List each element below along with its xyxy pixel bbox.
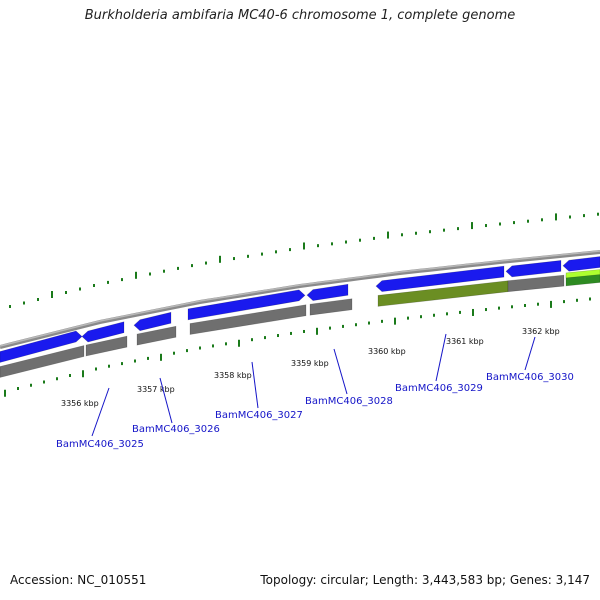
gene-label: BamMC406_3027 [215,410,303,421]
kbp-label: 3358 kbp [214,371,252,380]
gene-arrow-blue [81,321,125,343]
gene-arrow-blue [375,265,505,292]
gene-label-leader [251,361,259,409]
gene-arrow-blue [306,283,349,301]
gene-bar [309,298,353,316]
gene-bar [189,304,307,335]
gene-label: BamMC406_3026 [132,424,220,435]
outer-tick-track [9,212,599,308]
kbp-label: 3357 kbp [137,385,175,394]
gene-bar-highlight [565,269,600,279]
kbp-label: 3360 kbp [368,347,406,356]
gene-bar [0,345,85,378]
gene-labels: BamMC406_3025BamMC406_3026BamMC406_3027B… [56,333,574,450]
gene-label: BamMC406_3028 [305,396,393,407]
gene-arrow-blue [505,260,562,278]
backbone-track [0,250,600,349]
kbp-scale-labels: 3356 kbp 3357 kbp 3358 kbp 3359 kbp 3360 kbp… [61,327,560,408]
gene-bar [85,335,128,357]
map-title: Burkholderia ambifaria MC40-6 chromosome… [84,8,516,23]
gene-bar [136,325,177,346]
kbp-label: 3362 kbp [522,327,560,336]
gene-arrow-blue [562,256,600,272]
gene-arrow-blue [133,311,172,332]
gene-track [0,256,600,378]
gene-bar [507,274,565,293]
gene-label-leader [524,336,536,371]
gene-label-leader [435,333,447,382]
gene-label-leader [91,387,110,437]
kbp-label: 3359 kbp [291,359,329,368]
gene-label: BamMC406_3030 [486,372,574,383]
gene-label-leader [333,348,348,395]
gene-label-leader [159,377,173,424]
backbone-highlight [0,250,600,347]
kbp-label: 3361 kbp [446,337,484,346]
gene-label: BamMC406_3029 [395,383,483,394]
accession-text: Accession: NC_010551 [10,573,147,587]
kbp-label: 3356 kbp [61,399,99,408]
gene-label: BamMC406_3025 [56,439,144,450]
topology-text: Topology: circular; Length: 3,443,583 bp… [260,573,590,587]
inner-tick-track [4,297,591,397]
gene-arrow-blue [0,330,83,363]
gene-arrow-blue [187,289,306,321]
backbone-line [0,250,600,349]
